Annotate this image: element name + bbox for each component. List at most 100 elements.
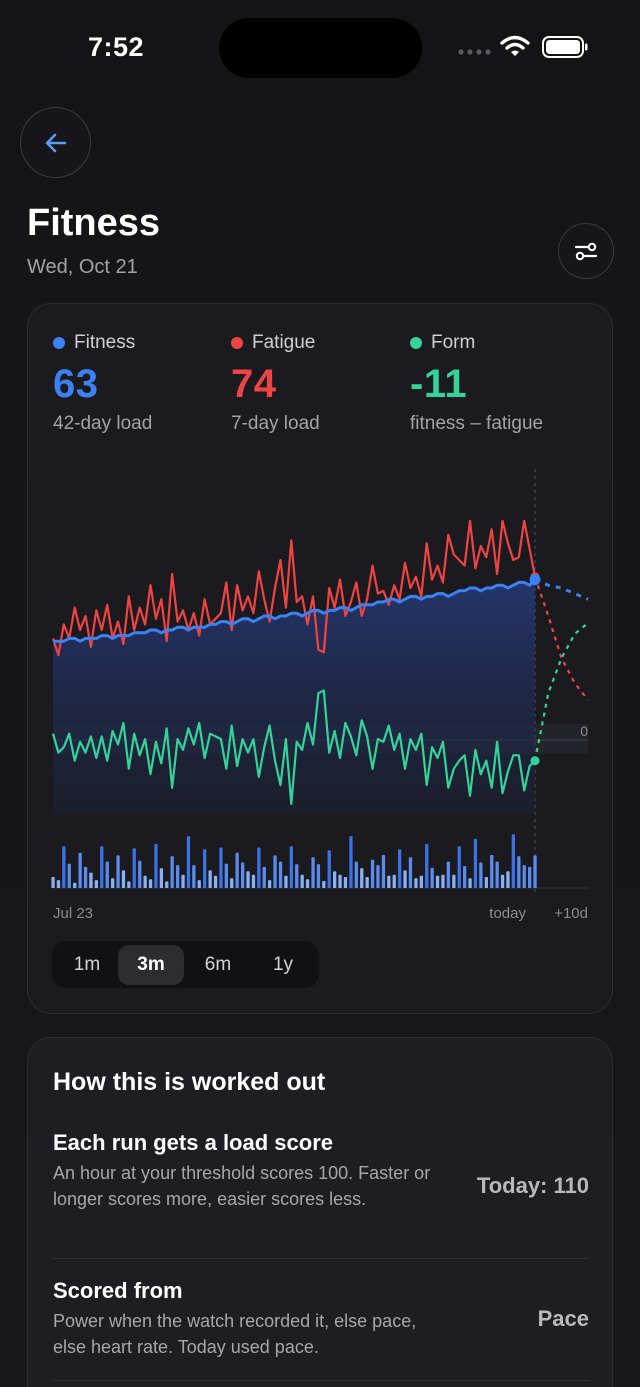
daily-load-bar <box>213 875 218 888</box>
daily-load-bar <box>473 838 478 888</box>
info-row-load-score: Each run gets a load score An hour at yo… <box>53 1130 589 1212</box>
status-bar: 7:52 <box>0 0 640 96</box>
daily-load-bar <box>398 849 402 888</box>
daily-load-bar <box>446 861 450 888</box>
daily-load-bar <box>495 861 499 888</box>
daily-load-bar <box>230 878 234 888</box>
fitness-chart-card: Fitness 63 42-day load Fatigue 74 7-day … <box>27 303 613 1014</box>
daily-load-bar <box>430 867 434 888</box>
daily-load-bar <box>528 866 532 888</box>
daily-load-bar <box>197 880 201 888</box>
divider <box>53 1258 589 1259</box>
daily-load-bar <box>354 861 358 888</box>
fitness-forecast-line <box>534 578 589 601</box>
range-tab-6m[interactable]: 6m <box>204 953 232 975</box>
fatigue-forecast-line <box>533 576 589 701</box>
daily-load-bar <box>257 847 261 888</box>
info-row-title: Scored from <box>53 1278 183 1303</box>
range-tab-3m[interactable]: 3m <box>118 944 184 985</box>
dynamic-island <box>219 18 422 78</box>
daily-load-bar <box>533 855 537 888</box>
daily-load-bar <box>479 862 483 888</box>
daily-load-bar <box>403 870 407 888</box>
daily-load-bar <box>165 881 169 888</box>
daily-load-bar <box>246 871 250 888</box>
daily-load-bar <box>419 875 423 888</box>
daily-load-bar <box>295 864 299 888</box>
daily-load-bar <box>143 875 147 888</box>
info-row-value: Today: 110 <box>476 1173 589 1198</box>
cellular-signal-icon <box>458 49 491 55</box>
metric-form-label: Form <box>431 332 476 353</box>
x-axis-today-label: today <box>489 905 526 922</box>
daily-load-bar <box>181 874 185 888</box>
daily-load-bar <box>67 863 71 888</box>
daily-load-bar <box>425 844 429 888</box>
fitness-dot-icon <box>53 337 65 349</box>
metric-fatigue-value: 74 <box>231 362 277 406</box>
metric-fatigue-sub: 7-day load <box>231 413 320 434</box>
daily-load-bar <box>83 866 88 888</box>
divider <box>53 1380 589 1381</box>
metric-fatigue-label: Fatigue <box>252 332 316 353</box>
filter-button[interactable] <box>558 223 614 279</box>
daily-load-bar <box>148 879 153 888</box>
daily-load-bar <box>89 872 93 888</box>
daily-load-bar <box>408 857 413 888</box>
daily-load-bar <box>116 855 120 888</box>
metric-form-value: -11 <box>410 362 468 406</box>
range-selector: 1m 3m 6m 1y <box>52 941 319 988</box>
daily-load-bar <box>154 844 158 888</box>
page-date: Wed, Oct 21 <box>27 256 138 278</box>
metric-fitness: Fitness 63 42-day load <box>53 332 152 435</box>
daily-load-bar <box>51 877 55 888</box>
daily-load-bar <box>484 877 488 888</box>
daily-load-bar <box>121 870 126 888</box>
fatigue-series-line <box>51 519 537 657</box>
metric-fitness-label: Fitness <box>74 332 136 353</box>
daily-load-bar <box>56 880 61 888</box>
daily-load-bar <box>186 836 191 888</box>
metric-fitness-sub: 42-day load <box>53 413 153 434</box>
daily-load-bar <box>463 866 467 888</box>
daily-load-bar <box>490 855 494 888</box>
daily-load-bar <box>327 850 331 888</box>
range-tab-1m[interactable]: 1m <box>73 953 101 975</box>
wifi-icon <box>500 35 530 56</box>
daily-load-bar <box>414 878 418 888</box>
daily-load-bar <box>170 856 174 888</box>
back-button[interactable] <box>20 107 91 178</box>
daily-load-bar <box>176 865 180 888</box>
fatigue-dot-icon <box>231 337 243 349</box>
daily-load-bar <box>284 875 288 888</box>
info-row-scored-from: Scored from Power when the watch recorde… <box>53 1278 589 1360</box>
daily-load-bar <box>468 878 472 888</box>
daily-load-bar <box>370 859 375 888</box>
info-row-title: Each run gets a load score <box>53 1130 333 1155</box>
daily-load-bar <box>100 846 104 888</box>
daily-load-bar <box>262 866 266 888</box>
daily-load-bar <box>192 865 196 888</box>
status-time: 7:52 <box>88 32 145 62</box>
info-row-value: Pace <box>537 1306 589 1331</box>
daily-load-bar <box>316 864 321 888</box>
sliders-icon <box>574 242 598 261</box>
daily-load-bar <box>506 871 510 888</box>
fitness-area <box>53 579 535 814</box>
daily-load-bar <box>441 874 445 888</box>
metric-form-sub: fitness – fatigue <box>410 413 544 434</box>
daily-load-bar <box>241 862 245 888</box>
fitness-chart[interactable]: 0 Jul 23 today +10d <box>28 454 614 924</box>
daily-load-bar <box>387 875 391 888</box>
daily-load-bar <box>305 879 310 888</box>
page-title: Fitness <box>27 202 161 244</box>
daily-load-bar <box>138 860 142 888</box>
daily-load-bar <box>235 852 239 888</box>
daily-load-bar <box>273 855 277 888</box>
daily-load-bar <box>159 868 163 888</box>
daily-load-bar <box>349 836 353 888</box>
info-row-description: An hour at your threshold scores 100. Fa… <box>53 1163 431 1209</box>
daily-load-bar <box>381 855 386 888</box>
daily-load-bar <box>511 834 515 888</box>
range-tab-1y[interactable]: 1y <box>272 953 294 975</box>
